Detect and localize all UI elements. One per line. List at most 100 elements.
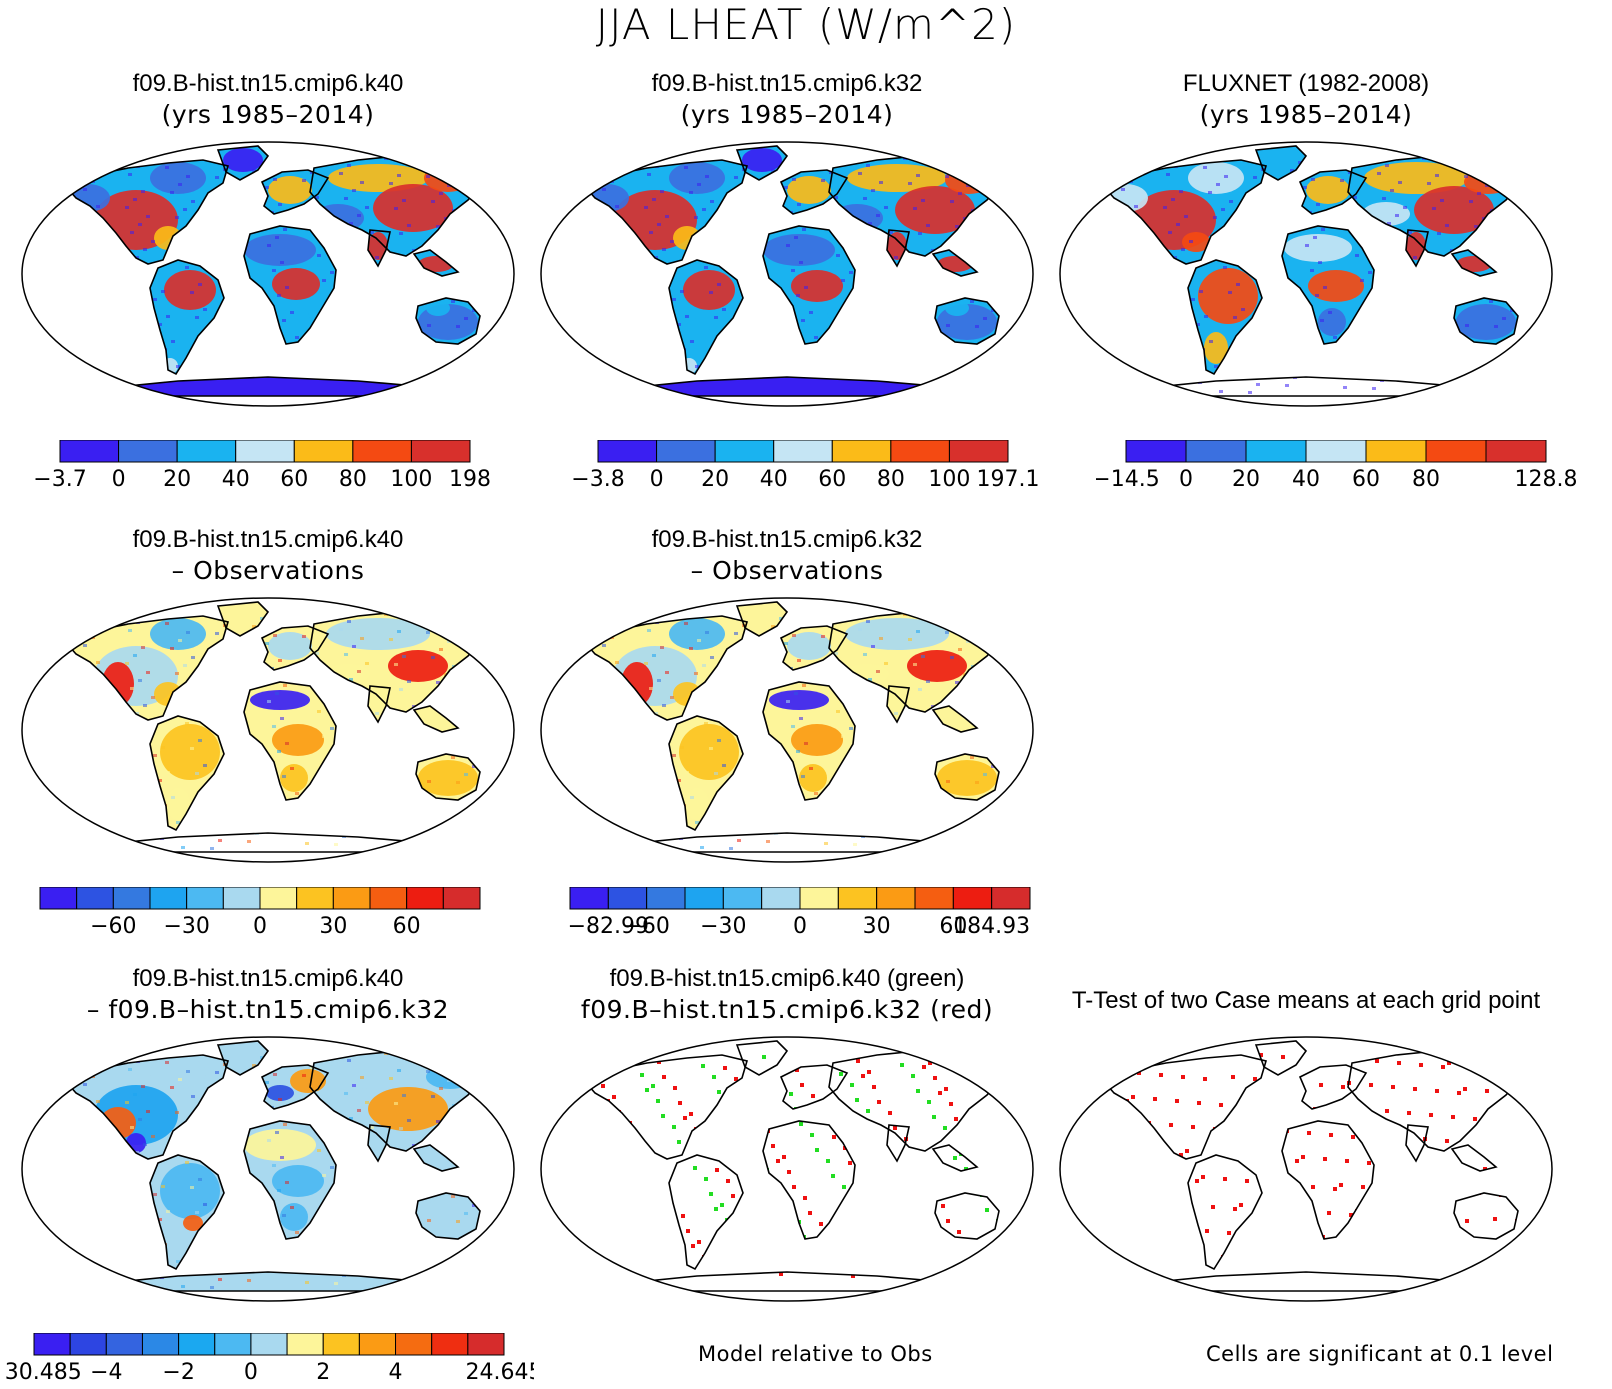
field-cell bbox=[836, 254, 840, 257]
field-cell bbox=[547, 153, 551, 156]
grid-cell bbox=[1219, 1103, 1223, 1107]
grid-cell bbox=[683, 1116, 687, 1120]
grid-cell bbox=[1159, 1073, 1163, 1077]
field-cell bbox=[1382, 197, 1386, 200]
field-cell bbox=[766, 840, 770, 843]
panel-subtitle: – Observations bbox=[171, 556, 365, 585]
field-cell bbox=[602, 644, 606, 647]
colorbar-bin bbox=[1245, 439, 1307, 463]
grid-cell bbox=[800, 1083, 804, 1087]
field-cell bbox=[841, 279, 845, 282]
field-cell bbox=[33, 634, 37, 637]
field-cell bbox=[434, 1062, 438, 1065]
field-cell bbox=[605, 155, 609, 158]
field-cell bbox=[153, 298, 157, 301]
continent-australia bbox=[1454, 1193, 1518, 1239]
field-cell bbox=[677, 323, 681, 326]
grid-cell bbox=[693, 1166, 697, 1170]
colorbar-bin bbox=[722, 886, 763, 910]
grid-cell bbox=[1197, 1101, 1201, 1105]
field-cell bbox=[54, 187, 58, 190]
colorbar-bin bbox=[714, 439, 775, 463]
grid-cell bbox=[1211, 1205, 1215, 1209]
grid-cell bbox=[1101, 1273, 1103, 1277]
field-cell bbox=[275, 1131, 279, 1134]
grid-cell bbox=[789, 1092, 793, 1096]
grid-cell bbox=[893, 1126, 897, 1130]
field-cell bbox=[175, 216, 179, 219]
field-cell bbox=[834, 196, 838, 199]
field-cell bbox=[347, 164, 351, 167]
field-cell bbox=[908, 182, 912, 185]
field-cell bbox=[1076, 203, 1080, 206]
field-cell bbox=[710, 200, 714, 203]
field-cell bbox=[178, 183, 182, 186]
field-cell bbox=[397, 1069, 401, 1072]
field-cell bbox=[555, 841, 559, 844]
field-cell bbox=[322, 1174, 326, 1177]
grid-cell bbox=[697, 1240, 701, 1244]
field-cell bbox=[357, 670, 361, 673]
grid-cell bbox=[917, 1050, 921, 1054]
field-cell bbox=[191, 200, 195, 203]
field-cell bbox=[945, 175, 949, 178]
grid-cell bbox=[1493, 1217, 1497, 1221]
field-cell bbox=[1173, 256, 1177, 259]
field-cell bbox=[190, 1186, 194, 1189]
grid-cell bbox=[734, 1077, 738, 1081]
field-cell bbox=[1360, 279, 1364, 282]
field-cell bbox=[146, 671, 150, 674]
field-cell bbox=[431, 656, 435, 659]
field-cell bbox=[794, 692, 798, 695]
field-cell bbox=[479, 848, 483, 851]
grid-cell bbox=[949, 1102, 953, 1106]
field-cell bbox=[135, 712, 139, 715]
field-cell bbox=[275, 236, 279, 239]
field-patch bbox=[368, 688, 388, 716]
grid-cell bbox=[771, 1144, 775, 1148]
field-cell bbox=[44, 1272, 48, 1275]
field-cell bbox=[1377, 172, 1381, 175]
grid-cell bbox=[787, 1170, 791, 1174]
field-cell bbox=[78, 1058, 82, 1061]
map-frame bbox=[1059, 141, 1553, 407]
field-cell bbox=[426, 175, 430, 178]
grid-cell bbox=[961, 1054, 965, 1058]
grid-cell bbox=[877, 1100, 881, 1104]
field-cell bbox=[1459, 390, 1463, 393]
field-cell bbox=[28, 609, 32, 612]
continent-seasia bbox=[933, 706, 977, 732]
field-cell bbox=[1544, 335, 1548, 338]
grid-cell bbox=[1083, 1247, 1087, 1251]
field-cell bbox=[439, 648, 443, 651]
field-cell bbox=[484, 177, 488, 180]
field-cell bbox=[210, 847, 214, 850]
grid-cell bbox=[723, 1066, 727, 1070]
field-cell bbox=[96, 661, 100, 664]
field-cell bbox=[317, 710, 321, 713]
grid-cell bbox=[624, 1047, 628, 1051]
field-cell bbox=[464, 317, 468, 320]
field-cell bbox=[950, 200, 954, 203]
field-cell bbox=[166, 1210, 170, 1213]
grid-cell bbox=[1239, 1203, 1243, 1207]
grid-cell bbox=[1531, 1245, 1535, 1249]
field-cell bbox=[125, 1101, 129, 1104]
field-cell bbox=[705, 175, 709, 178]
field-cell bbox=[1408, 231, 1412, 234]
field-patch bbox=[326, 618, 430, 650]
field-cell bbox=[1368, 271, 1372, 274]
field-cell bbox=[479, 1287, 483, 1290]
field-patch bbox=[418, 1199, 478, 1235]
colorbar-tick-label: −14.5 bbox=[1096, 467, 1160, 492]
grid-cell bbox=[1010, 1093, 1014, 1097]
panel-subtitle: (yrs 1985–2014) bbox=[680, 100, 894, 129]
colorbar-tick-label: 20 bbox=[163, 467, 191, 492]
field-cell bbox=[1233, 316, 1237, 319]
field-cell bbox=[265, 642, 269, 645]
colorbar-bin bbox=[1305, 439, 1367, 463]
colorbar-bin bbox=[467, 1332, 505, 1356]
field-cell bbox=[317, 254, 321, 257]
field-patch bbox=[669, 162, 725, 194]
field-cell bbox=[1176, 223, 1180, 226]
